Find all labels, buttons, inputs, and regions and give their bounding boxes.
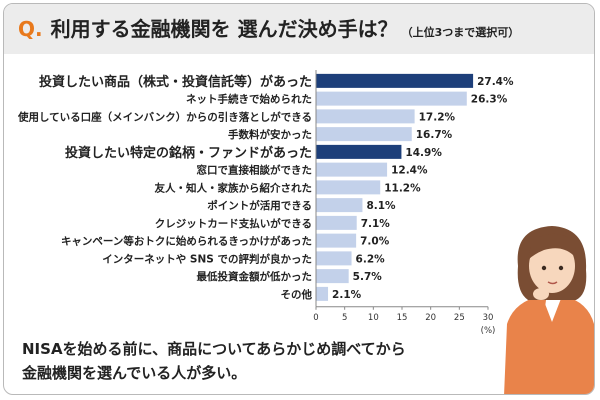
value-label: 17.2% — [419, 111, 456, 123]
value-label: 5.7% — [353, 271, 383, 283]
value-label: 27.4% — [477, 76, 514, 88]
bar — [316, 269, 349, 284]
summary-line-1: NISAを始める前に、商品についてあらかじめ調べてから — [22, 340, 406, 358]
category-label: 手数料が安かった — [228, 128, 312, 141]
category-label: キャンペーン等おトクに始められるきっかけがあった — [61, 235, 312, 248]
mouth-shape — [547, 281, 558, 285]
value-label: 14.9% — [405, 147, 442, 159]
value-label: 7.0% — [360, 236, 390, 248]
category-label: 使用している口座（メインバンク）からの引き落としができる — [17, 110, 312, 123]
raised-arm-shape — [526, 300, 546, 346]
x-tick-label: 0 — [313, 313, 318, 323]
hair-bangs-shape — [528, 233, 577, 260]
bar — [316, 198, 363, 213]
bar — [316, 215, 357, 230]
value-label: 7.1% — [361, 218, 391, 230]
question-title: Q. 利用する金融機関を 選んだ決め手は？ （上位3つまで選択可） — [18, 15, 519, 47]
category-label: 最低投資金額が低かった — [197, 270, 313, 283]
x-tick-label: 30 — [483, 313, 494, 323]
value-label: 16.7% — [416, 129, 453, 141]
bar — [316, 162, 388, 177]
jacket-shape — [504, 296, 594, 394]
category-label: インターネットや SNS での評判が良かった — [102, 252, 312, 265]
category-label: 友人・知人・家族から紹介された — [154, 181, 313, 194]
category-label: クレジットカード支払いができる — [155, 217, 312, 230]
category-label: 投資したい特定の銘柄・ファンドがあった — [65, 145, 312, 161]
x-tick-label: 5 — [342, 313, 347, 323]
x-tick-label: 10 — [368, 313, 379, 323]
bar — [316, 127, 412, 142]
x-tick-label: 20 — [425, 313, 436, 323]
bar-chart: 投資したい商品（株式・投資信託等）があった 27.4% ネット手続きで始められた 26… — [17, 70, 514, 336]
category-label: その他 — [281, 288, 313, 301]
q-mark: Q. — [18, 17, 43, 41]
left-eye-shape — [541, 265, 547, 271]
value-label: 12.4% — [391, 165, 428, 177]
summary-text: NISAを始める前に、商品についてあらかじめ調べてから 金融機関を選んでいる人が… — [22, 337, 406, 385]
category-label: ポイントが活用できる — [207, 199, 312, 212]
survey-card: Q. 利用する金融機関を 選んだ決め手は？ （上位3つまで選択可） 投資したい商品（… — [3, 3, 595, 395]
value-label: 2.1% — [332, 289, 362, 301]
bar — [316, 251, 352, 266]
collar-shape — [542, 296, 562, 322]
woman-figure — [504, 226, 594, 394]
category-label: ネット手続きで始められた — [186, 93, 312, 106]
value-label: 26.3% — [471, 94, 508, 106]
bar — [316, 180, 381, 195]
x-tick-label: 15 — [397, 313, 408, 323]
value-label: 8.1% — [366, 200, 396, 212]
x-tick-label: 25 — [454, 313, 465, 323]
bar — [316, 286, 329, 301]
hand-shape — [533, 288, 549, 300]
question-text: 利用する金融機関を 選んだ決め手は？ — [50, 17, 398, 41]
bar — [316, 233, 357, 248]
category-label: 投資したい商品（株式・投資信託等）があった — [39, 74, 312, 90]
face-shape — [529, 239, 575, 293]
value-label: 6.2% — [356, 253, 386, 265]
question-header: Q. 利用する金融機関を 選んだ決め手は？ （上位3つまで選択可） — [4, 4, 594, 54]
thinking-woman-illustration — [504, 226, 594, 394]
value-label: 11.2% — [384, 182, 421, 194]
bar — [316, 109, 415, 124]
x-axis-unit-label: (%) — [481, 326, 496, 336]
bar — [316, 73, 474, 88]
bar — [316, 144, 402, 159]
summary-line-2: 金融機関を選んでいる人が多い。 — [22, 364, 247, 382]
question-note: （上位3つまで選択可） — [401, 26, 520, 39]
bar — [316, 91, 467, 106]
category-label: 窓口で直接相談ができた — [197, 164, 313, 177]
right-eye-shape — [558, 265, 564, 271]
